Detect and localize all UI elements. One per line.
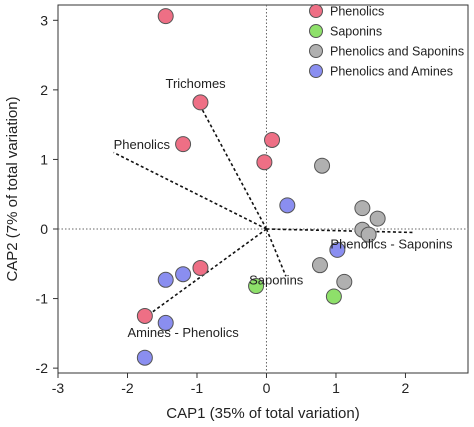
y-tick-label-3: 1 bbox=[40, 151, 48, 167]
data-point-s3-3 bbox=[176, 267, 191, 282]
data-point-s2-5 bbox=[312, 258, 327, 273]
data-point-s0-2 bbox=[176, 137, 191, 152]
legend-label-1: Saponins bbox=[330, 25, 382, 39]
x-axis-ticks: -3 -2 -1 0 1 2 bbox=[52, 373, 410, 396]
legend-marker-1 bbox=[310, 25, 323, 38]
legend-label-3: Phenolics and Amines bbox=[330, 65, 453, 79]
data-point-s2-0 bbox=[315, 158, 330, 173]
data-point-s0-4 bbox=[257, 155, 272, 170]
data-point-s2-2 bbox=[370, 211, 385, 226]
y-tick-label-1: -1 bbox=[36, 291, 49, 307]
vector-label-3: Saponins bbox=[249, 273, 304, 288]
data-point-s0-6 bbox=[137, 308, 152, 323]
x-tick-label-1: -2 bbox=[121, 380, 134, 396]
data-point-s0-1 bbox=[193, 95, 208, 110]
legend-marker-2 bbox=[310, 45, 323, 58]
data-point-s2-6 bbox=[337, 274, 352, 289]
vector-label-0: Trichomes bbox=[165, 76, 226, 91]
y-tick-label-0: -2 bbox=[36, 360, 49, 376]
y-tick-label-5: 3 bbox=[40, 12, 48, 28]
vector-label-2: Phenolics - Saponins bbox=[330, 236, 453, 251]
y-tick-label-4: 2 bbox=[40, 82, 48, 98]
x-tick-label-2: -1 bbox=[191, 380, 204, 396]
y-tick-label-2: 0 bbox=[40, 221, 48, 237]
x-tick-label-5: 2 bbox=[402, 380, 410, 396]
vector-label-1: Phenolics bbox=[114, 137, 171, 152]
y-axis-ticks: -2 -1 0 1 2 3 bbox=[36, 12, 58, 376]
x-axis-title: CAP1 (35% of total variation) bbox=[166, 405, 359, 422]
y-axis-title: CAP2 (7% of total variation) bbox=[4, 96, 21, 281]
data-point-s0-3 bbox=[265, 132, 280, 147]
data-point-s3-0 bbox=[280, 198, 295, 213]
data-point-s0-0 bbox=[158, 9, 173, 24]
data-point-s0-5 bbox=[193, 260, 208, 275]
x-tick-label-3: 0 bbox=[263, 380, 271, 396]
legend-label-2: Phenolics and Saponins bbox=[330, 45, 464, 59]
data-point-s2-1 bbox=[355, 201, 370, 216]
legend-marker-0 bbox=[310, 5, 323, 18]
data-point-s3-2 bbox=[158, 272, 173, 287]
plot-frame bbox=[58, 5, 468, 373]
legend-marker-3 bbox=[310, 65, 323, 78]
vector-label-4: Amines - Phenolics bbox=[127, 325, 239, 340]
legend-label-0: Phenolics bbox=[330, 5, 384, 19]
data-point-s3-5 bbox=[137, 350, 152, 365]
data-point-s1-1 bbox=[326, 289, 341, 304]
x-tick-label-0: -3 bbox=[52, 380, 65, 396]
x-tick-label-4: 1 bbox=[332, 380, 340, 396]
